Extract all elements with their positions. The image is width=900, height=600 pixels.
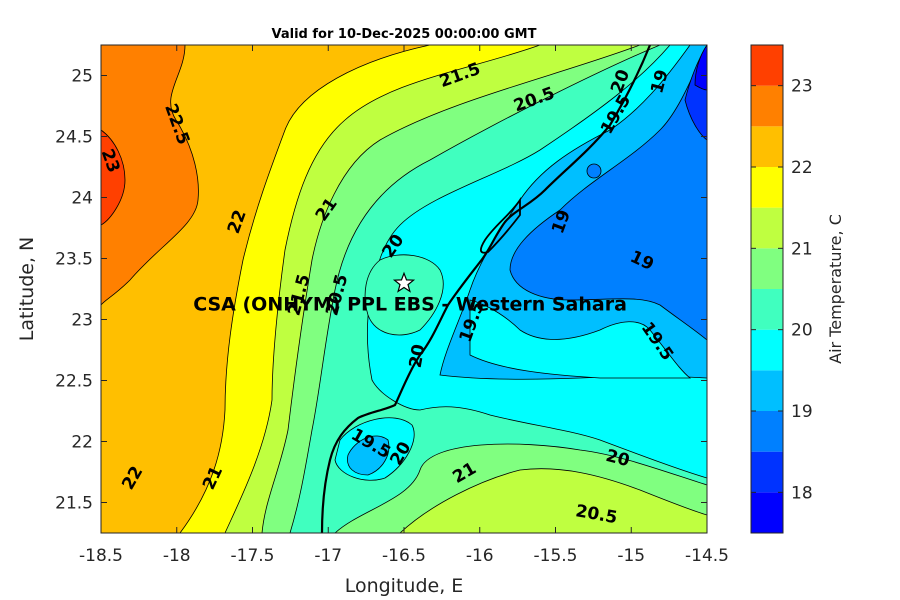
- band-18.5-19: [509, 45, 707, 341]
- site-annotation: CSA (ONHYM) PPL EBS - Western Sahara: [193, 271, 627, 315]
- colorbar-segment: [751, 411, 783, 452]
- colorbar-segment: [751, 451, 783, 493]
- colorbar-segment: [751, 492, 783, 533]
- site-label: CSA (ONHYM) PPL EBS - Western Sahara: [193, 293, 627, 315]
- colorbar-tick-label: 20: [791, 321, 813, 341]
- y-tick-label: 23.5: [55, 250, 93, 270]
- colorbar-tick-label: 18: [791, 483, 813, 503]
- band-22.5-23: [101, 45, 199, 306]
- pool-19-19.5: [347, 435, 390, 476]
- temperature-contour-map: [101, 45, 707, 533]
- y-tick-label: 25: [71, 67, 93, 87]
- y-tick-label: 24.5: [55, 128, 93, 148]
- band-23-23.5: [101, 129, 126, 226]
- y-axis: 21.5 22 22.5 23 23.5 24 24.5 25: [55, 67, 707, 514]
- colorbar-segment: [751, 248, 783, 289]
- site-star-icon: [392, 271, 416, 293]
- coastline: [320, 45, 652, 533]
- colorbar-tick-label: 19: [791, 402, 813, 422]
- x-tick-label: -18: [163, 546, 191, 566]
- colorbar-frame: [750, 44, 784, 534]
- colorbar-segment: [751, 167, 783, 208]
- contour-label: 20: [406, 343, 430, 370]
- coastline-peninsula: [479, 197, 521, 254]
- band-17.5-18: [694, 45, 707, 91]
- x-tick-label: -16.5: [382, 546, 426, 566]
- x-tick-label: -17.5: [231, 546, 275, 566]
- y-tick-label: 22: [71, 433, 93, 453]
- colorbar-tick-label: 21: [791, 239, 813, 259]
- cold-spot: [586, 163, 602, 179]
- chart-title: Valid for 10-Dec-2025 00:00:00 GMT: [272, 27, 537, 42]
- colorbar-segment: [751, 45, 783, 86]
- colorbar-segment: [751, 207, 783, 249]
- colorbar-segment: [751, 85, 783, 127]
- y-tick-label: 21.5: [55, 494, 93, 514]
- colorbar-segment: [751, 289, 783, 330]
- y-axis-label: Latitude, N: [16, 237, 38, 342]
- x-axis-label: Longitude, E: [345, 575, 464, 597]
- y-tick-label: 22.5: [55, 372, 93, 392]
- colorbar: 18 19 20 21 22 23: [750, 44, 813, 534]
- colorbar-segment: [751, 126, 783, 167]
- x-tick-label: -16: [466, 546, 494, 566]
- x-axis: -18.5 -18 -17.5 -17 -16.5 -16 -15.5 -15 -14.5: [79, 45, 729, 566]
- y-tick-label: 24: [71, 189, 93, 209]
- band-19.5-20-pocket: [469, 299, 692, 379]
- x-tick-label: -14.5: [685, 546, 729, 566]
- x-tick-label: -15: [617, 546, 645, 566]
- x-tick-label: -17: [314, 546, 342, 566]
- colorbar-tick-label: 23: [791, 77, 813, 97]
- x-tick-label: -18.5: [79, 546, 123, 566]
- x-tick-label: -15.5: [534, 546, 578, 566]
- colorbar-tick-label: 22: [791, 158, 813, 178]
- band-20-20.5-inner: [364, 254, 444, 336]
- colorbar-segment: [751, 370, 783, 411]
- y-tick-label: 23: [71, 311, 93, 331]
- colorbar-label: Air Temperature, C: [826, 214, 845, 364]
- colorbar-segment: [751, 329, 783, 371]
